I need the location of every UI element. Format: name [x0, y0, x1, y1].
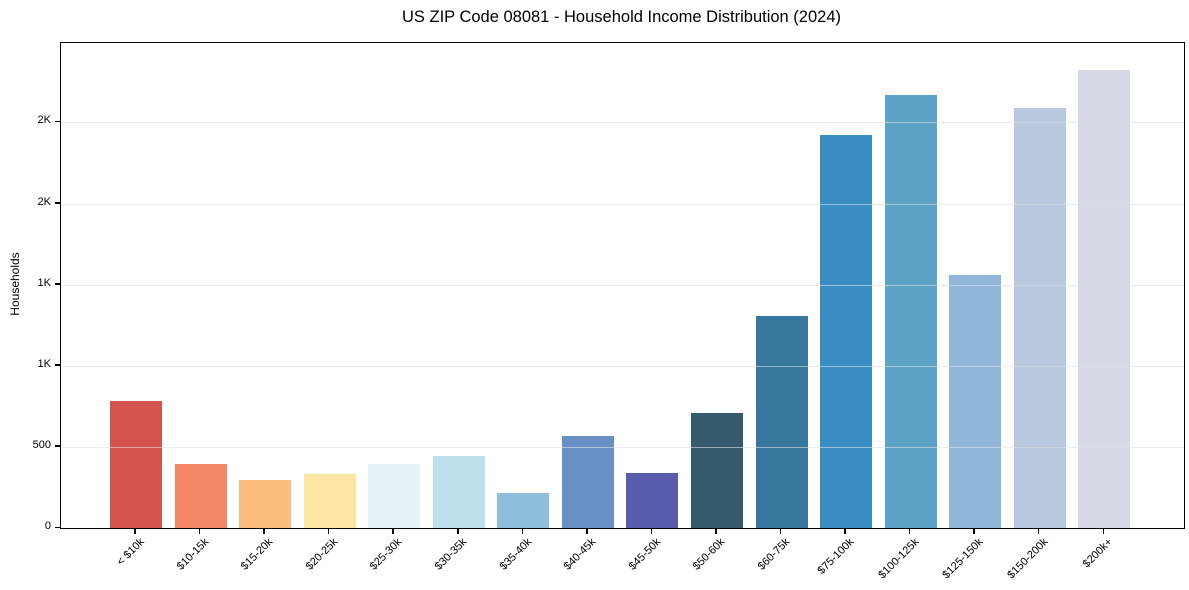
y-tick-mark	[55, 283, 60, 285]
x-tick-label: $20-25k	[303, 536, 341, 573]
y-tick-mark	[55, 445, 60, 447]
x-tick-label: $15-20k	[238, 536, 276, 573]
y-tick-mark	[55, 364, 60, 366]
x-tick-label: $200k+	[1080, 536, 1115, 571]
x-tick-mark	[586, 528, 588, 534]
y-tick-mark	[55, 202, 60, 204]
x-tick-mark	[457, 528, 459, 534]
x-tick-label: $50-60k	[690, 536, 728, 573]
gridline	[61, 284, 1184, 286]
bar-75-100k	[820, 135, 873, 528]
bar-50-60k	[690, 412, 743, 528]
bar-35-40k	[497, 493, 550, 528]
x-tick-mark	[263, 528, 265, 534]
bar-125-150k	[949, 275, 1002, 528]
bar-60-75k	[755, 315, 808, 528]
x-tick-label: $25-30k	[368, 536, 405, 573]
y-tick-label: 500	[32, 438, 51, 451]
gridline	[61, 365, 1184, 367]
x-tick-label: $150-200k	[1004, 536, 1051, 582]
x-tick-label: $35-40k	[497, 536, 534, 573]
y-tick-mark	[55, 120, 60, 123]
y-tick-label: 1K	[37, 276, 51, 289]
bar-200k+	[1078, 69, 1131, 528]
x-tick-mark	[134, 528, 136, 534]
bar-150-200k	[1013, 107, 1066, 528]
bar-10k	[110, 400, 162, 528]
y-tick-label: 0	[44, 520, 51, 532]
gridline	[61, 446, 1184, 448]
bar-15-20k	[239, 480, 292, 528]
gridline	[61, 203, 1184, 205]
y-tick-mark	[55, 526, 60, 528]
x-tick-mark	[908, 528, 911, 534]
chart-title: US ZIP Code 08081 - Household Income Dis…	[401, 8, 841, 26]
x-tick-mark	[973, 528, 975, 534]
y-axis-label: Households	[8, 252, 22, 316]
y-tick-label: 1K	[37, 357, 51, 370]
x-tick-label: < $10k	[114, 536, 147, 569]
x-tick-label: $125-150k	[940, 536, 986, 582]
y-tick-label: 2K	[37, 195, 51, 208]
x-tick-mark	[198, 528, 201, 534]
plot-area	[60, 42, 1185, 529]
x-tick-label: $60-75k	[755, 536, 792, 573]
x-tick-label: $75-100k	[815, 536, 857, 577]
bar-10-15k	[174, 463, 227, 528]
x-tick-mark	[392, 528, 394, 534]
bar-45-50k	[626, 472, 679, 528]
x-tick-label: $30-35k	[432, 536, 470, 573]
bar-100-125k	[884, 94, 937, 528]
x-tick-mark	[521, 528, 524, 534]
x-tick-label: $100-125k	[875, 536, 922, 582]
bar-30-35k	[432, 455, 485, 528]
x-tick-label: $10-15k	[174, 536, 212, 573]
x-tick-mark	[327, 528, 330, 534]
bar-40-45k	[561, 435, 614, 528]
x-tick-mark	[1037, 528, 1040, 534]
bar-20-25k	[303, 474, 356, 528]
x-tick-label: $40-45k	[561, 536, 599, 573]
x-tick-label: $45-50k	[626, 536, 663, 573]
x-tick-mark	[715, 528, 717, 534]
x-tick-mark	[650, 528, 653, 534]
x-tick-mark	[1102, 528, 1104, 534]
y-tick-label: 2K	[37, 114, 51, 127]
gridline	[61, 122, 1184, 124]
bar-25-30k	[368, 463, 421, 528]
x-tick-mark	[844, 528, 846, 534]
x-tick-mark	[779, 528, 782, 534]
